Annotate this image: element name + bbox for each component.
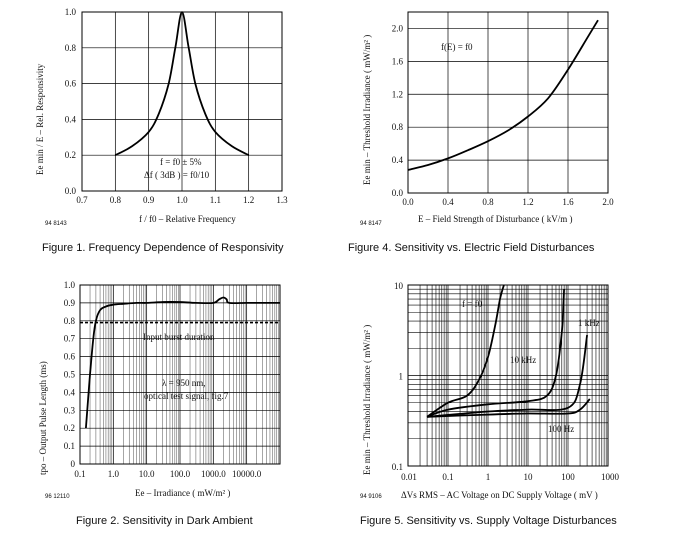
reference-line-label: Input burst duration bbox=[143, 332, 215, 342]
y-tick-label: 1.0 bbox=[65, 7, 77, 17]
x-tick-label: 1.0 bbox=[176, 195, 188, 205]
annotation-line: λ = 950 nm, bbox=[162, 378, 205, 388]
series-line-1 bbox=[426, 289, 565, 418]
y-tick-label: 0.8 bbox=[392, 122, 404, 132]
y-tick-label: 10 bbox=[394, 281, 404, 291]
figure-4-caption: Figure 4. Sensitivity vs. Electric Field… bbox=[348, 242, 595, 254]
x-tick-label: 1.1 bbox=[210, 195, 221, 205]
x-tick-label: 1000.0 bbox=[201, 469, 226, 479]
figure-5-caption: Figure 5. Sensitivity vs. Supply Voltage… bbox=[360, 515, 617, 527]
annotation-line: optical test signal, fig.7 bbox=[144, 391, 229, 401]
figure-4-plot-area bbox=[407, 11, 609, 194]
x-tick-label: 1.3 bbox=[276, 195, 288, 205]
y-tick-label: 1 bbox=[399, 372, 404, 382]
series-label: 10 kHz bbox=[510, 355, 536, 365]
series-label: f = f0 bbox=[462, 299, 483, 309]
x-tick-label: 10.0 bbox=[139, 469, 155, 479]
y-tick-label: 2.0 bbox=[392, 23, 404, 33]
series-label: 100 Hz bbox=[548, 424, 574, 434]
annotation-line: f = f0 ± 5% bbox=[160, 157, 202, 167]
figure-4-chart: 0.0 0.4 0.8 1.2 1.6 2.0 0.0 0.4 0.8 1.2 1.6 2.0 E – … bbox=[360, 11, 614, 227]
x-tick-label: 10 bbox=[524, 472, 534, 482]
y-axis-label: Ee min – Threshold Irradiance ( mW/m² ) bbox=[362, 325, 372, 475]
figure-2-caption: Figure 2. Sensitivity in Dark Ambient bbox=[76, 515, 253, 527]
x-tick-label: 1.2 bbox=[243, 195, 254, 205]
y-tick-label: 0.1 bbox=[392, 462, 403, 472]
figure-code: 94 9106 bbox=[360, 494, 382, 500]
x-tick-label: 0.9 bbox=[143, 195, 155, 205]
series-line-3 bbox=[427, 398, 591, 418]
y-tick-label: 0.7 bbox=[64, 334, 76, 344]
figure-2-plot-area bbox=[79, 284, 281, 465]
y-tick-label: 1.0 bbox=[64, 280, 76, 290]
figure-code: 94 8147 bbox=[360, 221, 382, 227]
series-label: 1 kHz bbox=[578, 318, 600, 328]
x-tick-label: 1000 bbox=[601, 472, 620, 482]
y-tick-label: 0.4 bbox=[392, 155, 404, 165]
figure-2-chart: 0.1 1.0 10.0 100.0 1000.0 10000.000.10.20.30.… bbox=[38, 280, 281, 500]
y-tick-label: 0.0 bbox=[65, 186, 77, 196]
x-tick-label: 0.01 bbox=[401, 472, 417, 482]
x-axis-label: Ee – Irradiance ( mW/m² ) bbox=[135, 488, 230, 498]
x-axis-label: ΔVs RMS – AC Voltage on DC Supply Voltag… bbox=[401, 490, 598, 500]
x-tick-label: 0.1 bbox=[74, 469, 85, 479]
figure-code: 96 12110 bbox=[45, 494, 70, 500]
y-axis-label: tpo – Output Pulse Length (ms) bbox=[38, 361, 48, 475]
y-tick-label: 0.8 bbox=[64, 316, 76, 326]
x-tick-label: 1.0 bbox=[108, 469, 120, 479]
y-tick-label: 1.6 bbox=[392, 56, 404, 66]
y-tick-label: 0.2 bbox=[65, 150, 76, 160]
x-tick-label: 0.8 bbox=[482, 197, 494, 207]
y-tick-label: 0.6 bbox=[65, 79, 77, 89]
x-tick-label: 100.0 bbox=[170, 469, 191, 479]
x-tick-label: 100 bbox=[561, 472, 575, 482]
series-line-pulse bbox=[85, 296, 280, 429]
series-line-fe bbox=[407, 19, 599, 171]
x-tick-label: 0.7 bbox=[76, 195, 88, 205]
y-tick-label: 0.3 bbox=[64, 405, 76, 415]
y-tick-label: 0.4 bbox=[65, 114, 77, 124]
y-tick-label: 0.0 bbox=[392, 188, 404, 198]
y-tick-label: 1.2 bbox=[392, 89, 403, 99]
figure-5-plot-area bbox=[407, 284, 609, 467]
series-line-2 bbox=[427, 334, 588, 418]
x-tick-label: 0.8 bbox=[110, 195, 122, 205]
y-tick-label: 0.4 bbox=[64, 387, 76, 397]
figure-1-caption: Figure 1. Frequency Dependence of Respon… bbox=[42, 242, 284, 254]
series-line-0 bbox=[426, 284, 505, 418]
figure-code: 94 8143 bbox=[45, 221, 67, 227]
x-axis-label: f / f0 – Relative Frequency bbox=[139, 214, 236, 224]
y-tick-label: 0.6 bbox=[64, 352, 76, 362]
figure-1-chart: 0.7 0.8 0.9 1.0 1.1 1.2 1.3 0.0 0.2 0.4 0.6 0.8 1.0 f… bbox=[35, 7, 288, 227]
x-tick-label: 2.0 bbox=[602, 197, 614, 207]
y-tick-label: 0.5 bbox=[64, 370, 76, 380]
annotation-line: Δf ( 3dB ) = f0/10 bbox=[144, 170, 210, 180]
y-axis-label: Ee min – Threshold Irradiance ( mW/m² ) bbox=[362, 35, 372, 185]
x-tick-label: 0.4 bbox=[442, 197, 454, 207]
x-tick-label: 1.6 bbox=[562, 197, 574, 207]
annotation-line: f(E) = f0 bbox=[441, 42, 473, 52]
x-tick-label: 0.0 bbox=[402, 197, 414, 207]
y-axis-label: Ee min / E – Rel. Responsivity bbox=[35, 63, 45, 175]
y-tick-label: 0.9 bbox=[64, 298, 76, 308]
y-tick-label: 0 bbox=[71, 459, 76, 469]
y-tick-label: 0.2 bbox=[64, 423, 75, 433]
y-tick-label: 0.1 bbox=[64, 441, 75, 451]
series-line-response bbox=[114, 11, 250, 156]
x-tick-label: 1 bbox=[486, 472, 491, 482]
x-tick-label: 0.1 bbox=[442, 472, 453, 482]
y-tick-label: 0.8 bbox=[65, 43, 77, 53]
x-tick-label: 10000.0 bbox=[232, 469, 262, 479]
x-axis-label: E – Field Strength of Disturbance ( kV/m… bbox=[418, 214, 572, 224]
x-tick-label: 1.2 bbox=[522, 197, 533, 207]
